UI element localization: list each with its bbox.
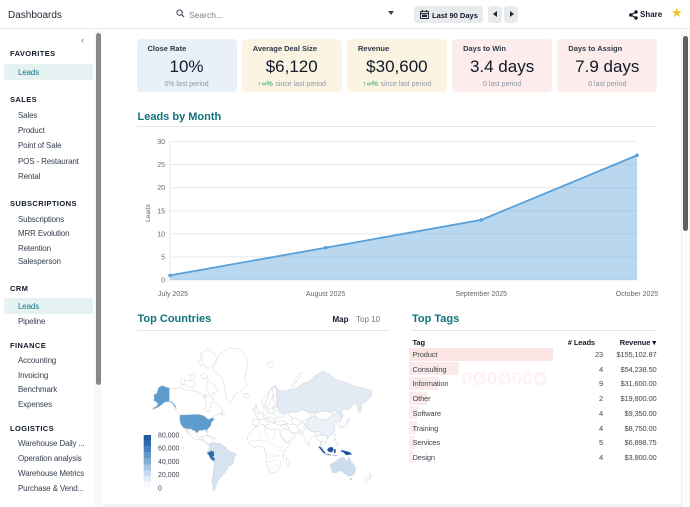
svg-text:July 2025: July 2025 [158, 291, 188, 298]
svg-text:0: 0 [158, 485, 162, 492]
svg-text:60,000: 60,000 [158, 446, 180, 453]
svg-text:15: 15 [157, 208, 165, 215]
svg-text:30: 30 [157, 139, 165, 146]
svg-text:September 2025: September 2025 [455, 291, 507, 298]
svg-text:80,000: 80,000 [158, 433, 180, 440]
svg-text:20: 20 [157, 185, 165, 192]
svg-text:25: 25 [157, 162, 165, 169]
svg-text:20,000: 20,000 [158, 472, 180, 479]
svg-text:5: 5 [161, 255, 165, 262]
svg-text:40,000: 40,000 [158, 459, 180, 466]
svg-text:August 2025: August 2025 [306, 291, 345, 298]
svg-text:0: 0 [161, 278, 165, 285]
svg-text:Leads: Leads [145, 203, 152, 221]
svg-text:10: 10 [157, 231, 165, 238]
svg-text:October 2025: October 2025 [616, 291, 659, 298]
